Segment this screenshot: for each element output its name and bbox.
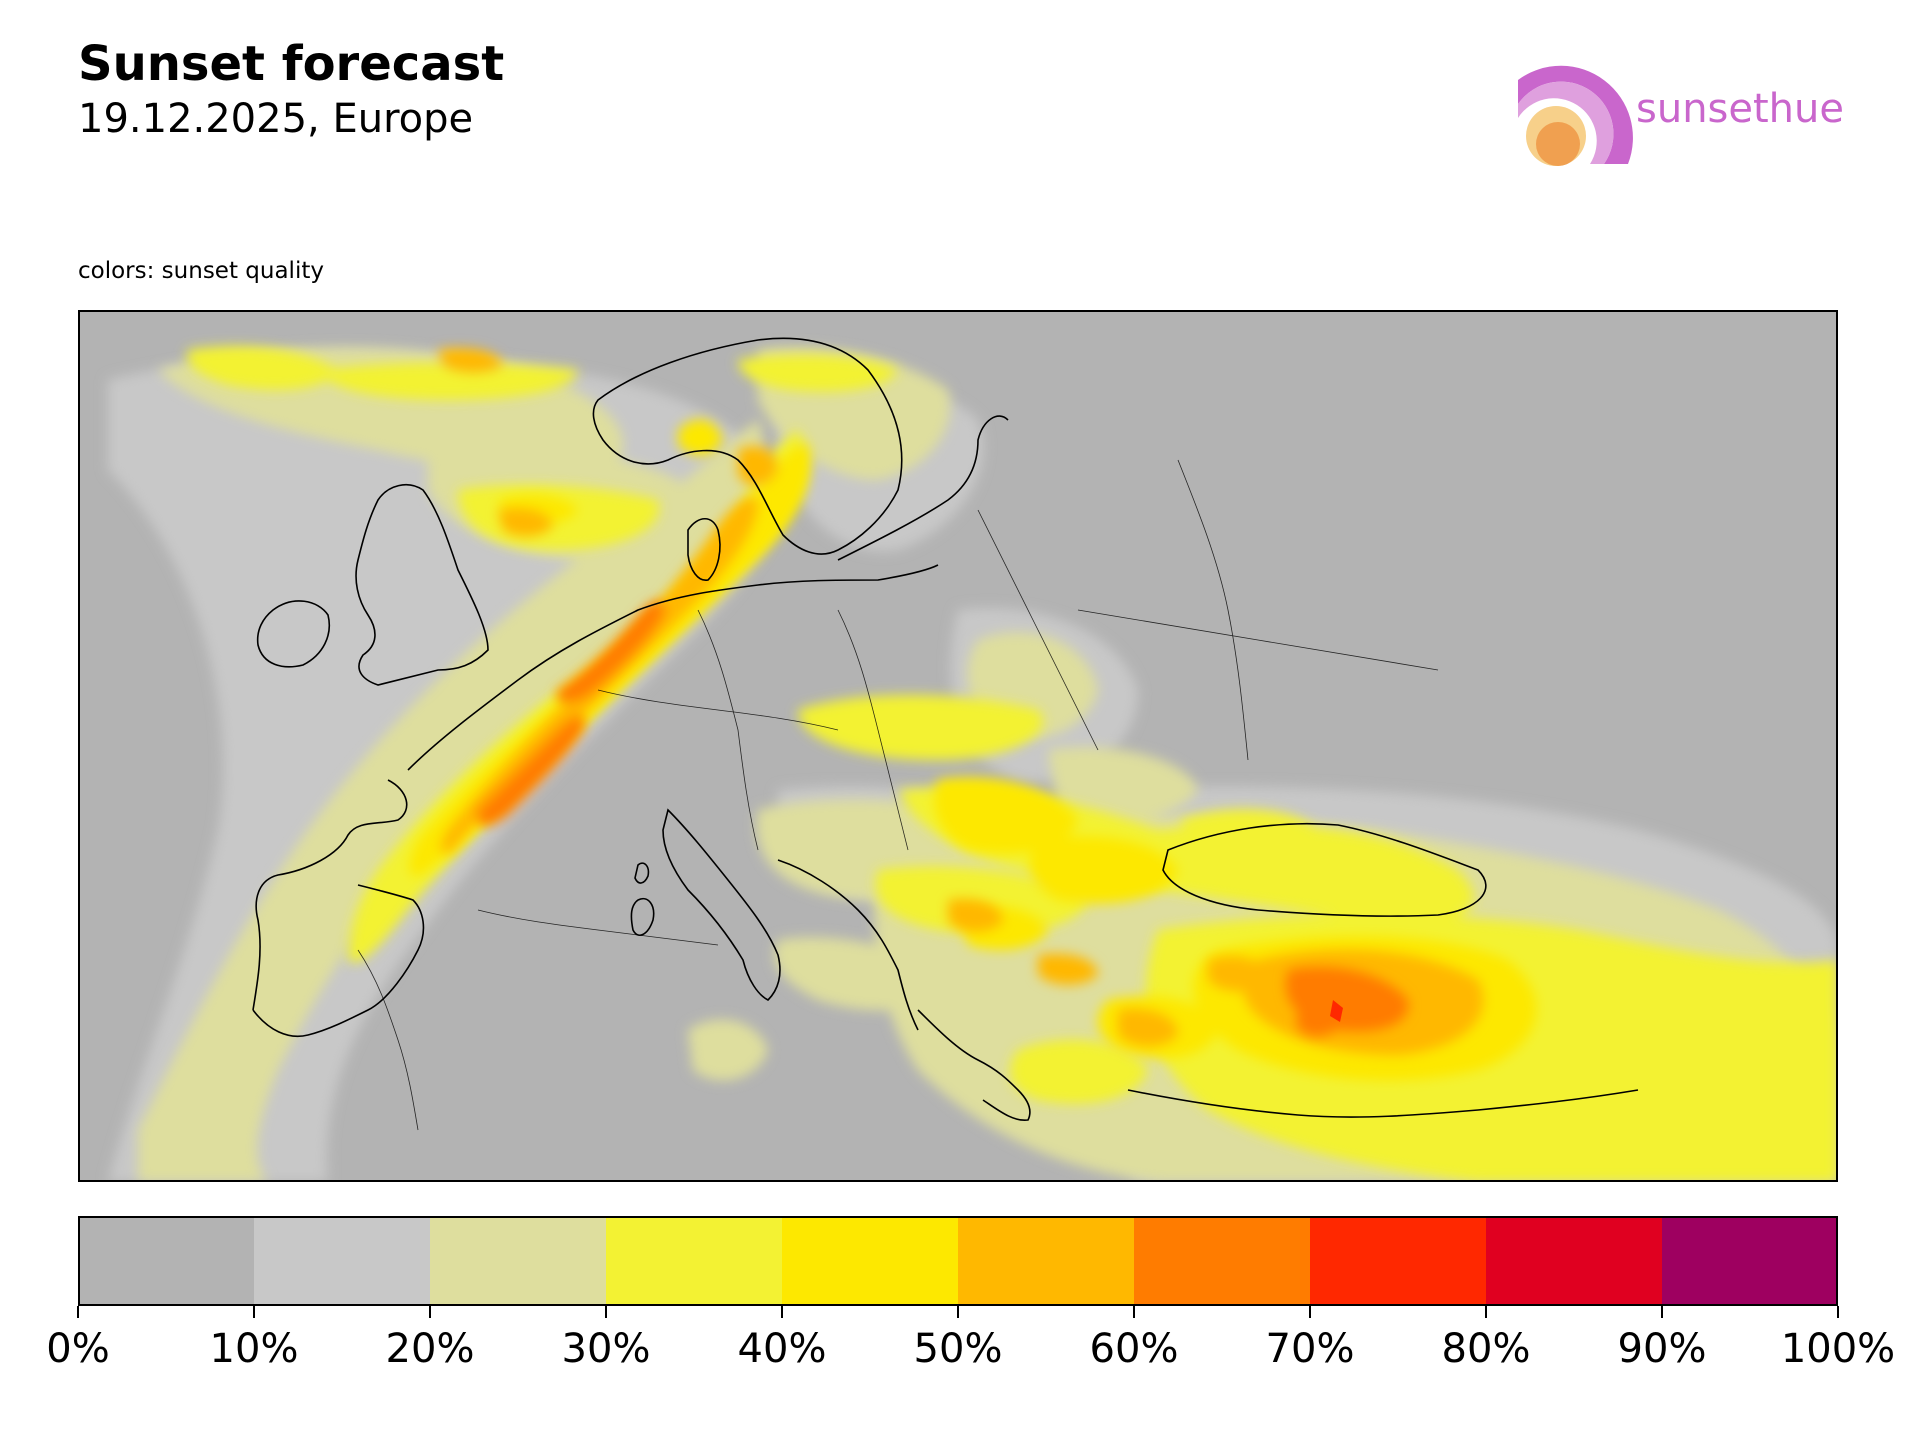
colorbar-tick-mark xyxy=(429,1306,431,1318)
colorbar-bin-80-90 xyxy=(1486,1216,1662,1306)
colorbar-tick-label: 90% xyxy=(1617,1326,1707,1372)
page-title: Sunset forecast xyxy=(78,36,505,92)
colorbar-tick-mark xyxy=(1661,1306,1663,1318)
colorbar-bin-70-80 xyxy=(1310,1216,1486,1306)
borders xyxy=(357,459,1439,1131)
colorbar-tick-mark xyxy=(77,1306,79,1318)
colorbar-tick-label: 70% xyxy=(1265,1326,1355,1372)
colorbar-tick-label: 50% xyxy=(913,1326,1003,1372)
colorbar-tick-mark xyxy=(1133,1306,1135,1318)
colorbar-bins xyxy=(78,1216,1838,1306)
colorbar-frame xyxy=(78,1216,1838,1306)
colorbar-bin-30-40 xyxy=(606,1216,782,1306)
sunset-quality-colorbar xyxy=(78,1216,1838,1306)
colorbar-tick-label: 100% xyxy=(1780,1326,1896,1372)
colorbar-tick-label: 20% xyxy=(385,1326,475,1372)
colorbar-tick-label: 0% xyxy=(46,1326,110,1372)
colors-caption: colors: sunset quality xyxy=(78,258,324,284)
coastlines xyxy=(252,337,1639,1121)
colorbar-tick-label: 60% xyxy=(1089,1326,1179,1372)
colorbar-tick-label: 80% xyxy=(1441,1326,1531,1372)
colorbar-bin-90-100 xyxy=(1662,1216,1838,1306)
forecast-field xyxy=(78,310,1838,1182)
colorbar-bin-40-50 xyxy=(782,1216,958,1306)
logo-text: sunsethue xyxy=(1636,86,1844,132)
map-frame xyxy=(78,310,1838,1182)
colorbar-tick-label: 10% xyxy=(209,1326,299,1372)
colorbar-tick-mark xyxy=(605,1306,607,1318)
colorbar-tick-mark xyxy=(1485,1306,1487,1318)
colorbar-tick-label: 40% xyxy=(737,1326,827,1372)
colorbar-tick-mark xyxy=(253,1306,255,1318)
sunset-quality-map[interactable] xyxy=(78,310,1838,1182)
date-region-subtitle: 19.12.2025, Europe xyxy=(78,96,474,142)
colorbar-tick-label: 30% xyxy=(561,1326,651,1372)
colorbar-bin-60-70 xyxy=(1134,1216,1310,1306)
colorbar-bin-50-60 xyxy=(958,1216,1134,1306)
colorbar-bin-20-30 xyxy=(430,1216,606,1306)
sunsethue-logo-icon xyxy=(1518,65,1633,166)
colorbar-tick-mark xyxy=(1837,1306,1839,1318)
colorbar-bin-10-20 xyxy=(254,1216,430,1306)
colorbar-tick-mark xyxy=(1309,1306,1311,1318)
colorbar-tick-mark xyxy=(781,1306,783,1318)
colorbar-tick-mark xyxy=(957,1306,959,1318)
colorbar-bin-0-10 xyxy=(78,1216,254,1306)
